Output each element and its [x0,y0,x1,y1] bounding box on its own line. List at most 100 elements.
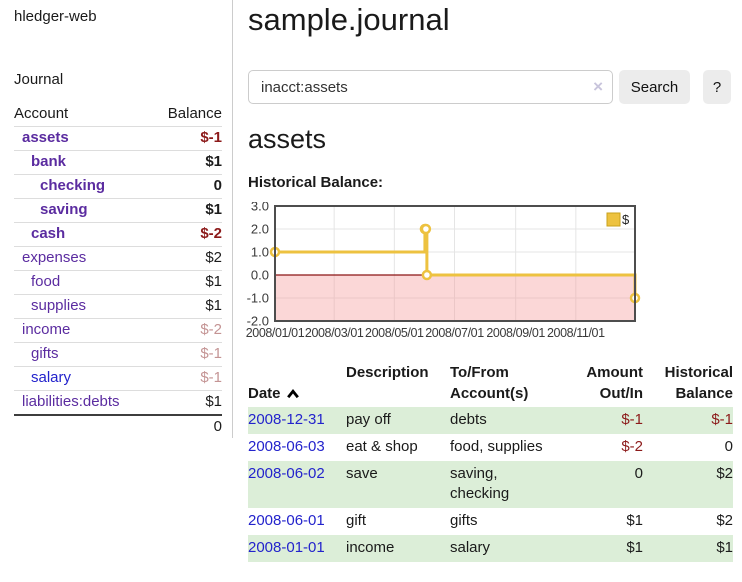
account-link[interactable]: expenses [22,249,87,266]
account-balance: $-1 [151,366,222,391]
x-axis-tick-label: 2008/07/01 [425,326,484,340]
account-link[interactable]: assets [22,129,69,146]
x-axis-tick-label: 2008/11/01 [547,326,605,340]
register-row[interactable]: 2008-06-01 gift gifts $1 $2 [248,508,733,535]
register-header-row: Date Description To/From Account(s) Amou… [248,360,733,407]
search-button[interactable]: Search [619,70,690,104]
register-col-balance: Historical Balance [664,364,733,402]
register-row[interactable]: 2008-06-02 save saving, checking 0 $2 [248,461,733,508]
negative-region [275,275,635,321]
account-balance: 0 [151,174,222,199]
account-link[interactable]: salary [31,369,72,386]
transaction-date-link[interactable]: 2008-12-31 [248,411,325,428]
register-col-description: Description [346,364,429,381]
register-row[interactable]: 2008-12-31 pay off debts $-1 $-1 [248,407,733,434]
transaction-balance: $-1 [711,411,733,428]
page-title: sample.journal [248,2,450,37]
sidebar-item-journal[interactable]: Journal [14,71,64,88]
transaction-date-link[interactable]: 2008-01-01 [248,539,325,556]
historical-balance-chart: $3.0 2.0 1.0 0.0 -1.0 -2.0 2008/01/01 2008/03/0… [245,199,645,344]
transaction-amount: $-2 [621,438,643,455]
data-point-marker [421,269,433,281]
x-axis-tick-label: 2008/03/01 [305,326,364,340]
y-axis-tick-label: -2.0 [247,314,269,329]
transaction-date-link[interactable]: 2008-06-01 [248,512,325,529]
transaction-description: pay off [346,411,391,428]
y-axis-tick-label: 1.0 [251,245,269,260]
register-row[interactable]: 2008-01-01 income salary $1 $1 [248,535,733,562]
transaction-accounts: food, supplies [450,438,543,455]
account-balance: $1 [151,270,222,295]
transaction-accounts: salary [450,539,491,556]
account-row: food $1 [14,270,222,295]
accounts-col-account: Account [14,102,152,127]
account-balance: $-1 [200,129,222,146]
search-input[interactable] [248,70,613,104]
account-link[interactable]: gifts [31,345,59,362]
transaction-balance: 0 [724,438,733,455]
account-row: supplies $1 [14,294,222,319]
accounts-balance-table: Account Balance assets $-1 bank $1 checking 0… [14,102,222,439]
x-axis-tick-label: 2008/05/01 [365,326,424,340]
transaction-description: income [346,539,395,556]
account-row: gifts $-1 [14,342,222,367]
account-row: checking 0 [14,174,222,199]
transaction-amount: $-1 [621,411,643,428]
transaction-accounts: gifts [450,512,478,529]
account-link[interactable]: income [22,321,71,338]
help-button[interactable]: ? [703,70,731,104]
transaction-balance: $2 [716,512,733,529]
account-link[interactable]: bank [31,153,67,170]
sort-ascending-icon [286,384,300,405]
register-col-date[interactable]: Date [248,360,346,407]
transaction-balance: $1 [716,539,733,556]
account-row: liabilities:debts $1 [14,390,222,415]
account-balance: $1 [151,198,222,223]
main-content: sample.journal × Search ? assets Histori… [245,0,742,582]
transaction-description: save [346,465,378,482]
transaction-accounts: debts [450,411,487,428]
legend-swatch [606,212,621,227]
sidebar-divider [232,0,233,438]
account-link[interactable]: supplies [31,297,87,314]
account-balance: $1 [151,390,222,415]
transaction-amount: 0 [634,465,643,482]
app-title-link[interactable]: hledger-web [14,8,97,25]
y-axis-tick-label: 3.0 [251,202,269,214]
account-row: salary $-1 [14,366,222,391]
register-col-accounts: To/From Account(s) [450,364,529,402]
account-row: saving $1 [14,198,222,223]
accounts-col-balance: Balance [151,102,222,127]
register-col-amount: Amount Out/In [586,364,643,402]
account-balance: $-2 [151,318,222,343]
account-row: expenses $2 [14,246,222,271]
account-link[interactable]: liabilities:debts [22,393,120,410]
x-axis-tick-label: 2008/09/01 [486,326,545,340]
account-link[interactable]: checking [40,177,106,194]
y-axis-tick-label: -1.0 [247,291,269,306]
account-heading: assets [248,124,327,154]
account-balance: $1 [151,150,222,175]
transaction-balance: $2 [716,465,733,482]
transaction-date-link[interactable]: 2008-06-02 [248,465,325,482]
transaction-amount: $1 [626,539,643,556]
account-balance: $-2 [151,222,222,247]
account-balance: $-1 [151,342,222,367]
accounts-total-value: 0 [151,414,222,439]
account-link[interactable]: saving [40,201,88,218]
clear-search-icon[interactable]: × [593,77,603,96]
register-row[interactable]: 2008-06-03 eat & shop food, supplies $-2 0 [248,434,733,461]
register-table: Date Description To/From Account(s) Amou… [248,360,733,562]
y-axis-tick-label: 0.0 [251,268,269,283]
search-form: × Search ? [248,70,742,104]
account-row: cash $-2 [14,222,222,247]
account-link[interactable]: cash [31,225,66,242]
transaction-date-link[interactable]: 2008-06-03 [248,438,325,455]
account-link[interactable]: food [31,273,61,290]
account-balance: $1 [151,294,222,319]
account-balance: $2 [151,246,222,271]
x-axis-tick-label: 2008/01/01 [246,326,305,340]
chart-title: Historical Balance: [248,174,384,191]
search-box: × [248,70,613,104]
